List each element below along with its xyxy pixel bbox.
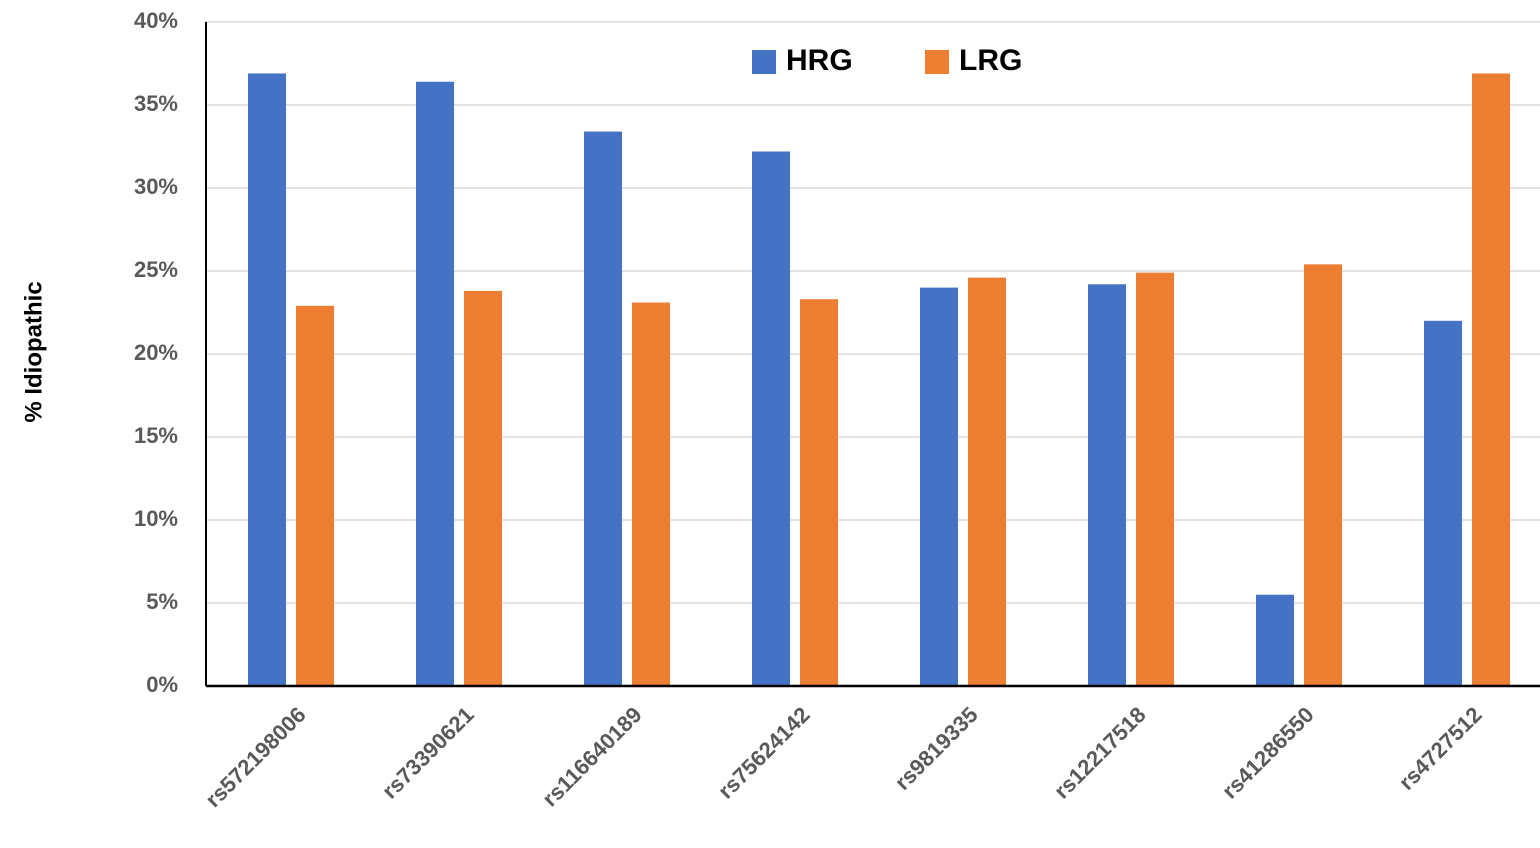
- bar: [1472, 73, 1510, 686]
- bar: [296, 305, 334, 686]
- y-tick-label: 5%: [146, 589, 178, 614]
- bar: [416, 81, 454, 686]
- x-tick-label: rs73390621: [377, 702, 479, 804]
- y-tick-label: 30%: [134, 174, 178, 199]
- y-axis-title: % Idiopathic: [20, 281, 47, 422]
- bar: [752, 151, 790, 687]
- x-tick-label: rs12217518: [1049, 702, 1151, 804]
- x-tick-label: rs572198006: [200, 702, 310, 812]
- bar: [584, 131, 622, 686]
- legend-label: LRG: [959, 44, 1022, 77]
- y-tick-label: 35%: [134, 91, 178, 116]
- bar: [968, 277, 1006, 686]
- x-tick-label: rs9819335: [890, 702, 983, 795]
- x-tick-label: rs4727512: [1394, 702, 1487, 795]
- bar: [800, 299, 838, 686]
- bar: [632, 302, 670, 686]
- bar: [1256, 594, 1294, 686]
- legend-swatch: [925, 50, 949, 74]
- y-tick-label: 15%: [134, 423, 178, 448]
- bar: [1304, 264, 1342, 686]
- y-tick-label: 20%: [134, 340, 178, 365]
- y-tick-label: 40%: [134, 8, 178, 33]
- bar: [1136, 272, 1174, 686]
- x-tick-label: rs41286550: [1217, 702, 1319, 804]
- x-tick-label: rs75624142: [713, 702, 815, 804]
- y-tick-label: 25%: [134, 257, 178, 282]
- y-tick-label: 10%: [134, 506, 178, 531]
- bar: [1424, 320, 1462, 686]
- legend-label: HRG: [786, 44, 853, 77]
- legend-swatch: [752, 50, 776, 74]
- x-tick-label: rs116640189: [537, 702, 646, 811]
- bar: [920, 287, 958, 686]
- bar: [464, 290, 502, 686]
- bar: [1088, 284, 1126, 686]
- bar: [248, 73, 286, 686]
- y-tick-label: 0%: [146, 672, 178, 697]
